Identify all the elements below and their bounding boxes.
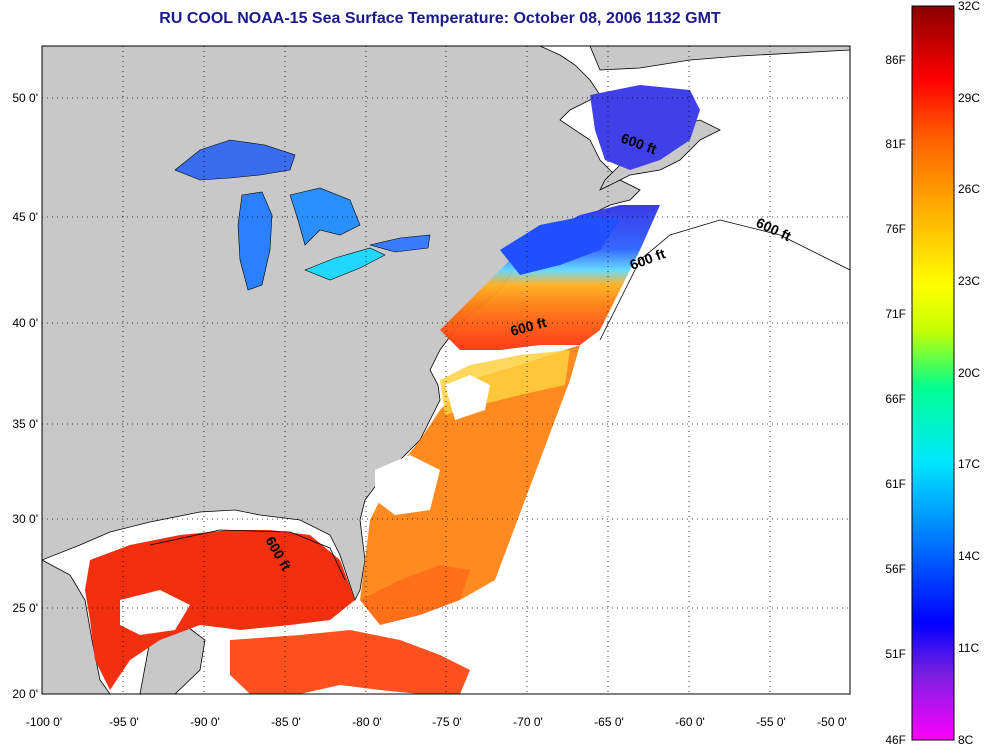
- sst-cloud-gap-2: [375, 455, 440, 515]
- map-content: [42, 46, 850, 694]
- colorbar-celsius-label: 23C: [958, 274, 980, 288]
- colorbar-celsius-label: 17C: [958, 457, 980, 471]
- lat-tick-label: 35 0': [12, 417, 38, 431]
- colorbar-fahrenheit-label: 61F: [885, 477, 906, 491]
- map-frame: [41, 45, 851, 695]
- sst-bahamas: [360, 565, 470, 625]
- map-title: RU COOL NOAA-15 Sea Surface Temperature:…: [159, 10, 721, 27]
- lon-tick-label: -80 0': [352, 715, 382, 729]
- lake-ontario: [369, 234, 431, 253]
- colorbar: 32C 29C 26C 23C 20C 17C 14C 11C 8C 86F 8…: [885, 0, 980, 747]
- lat-tick-label: 45 0': [12, 210, 38, 224]
- colorbar-fahrenheit-label: 86F: [885, 53, 906, 67]
- colorbar-fahrenheit-label: 81F: [885, 137, 906, 151]
- colorbar-celsius-label: 8C: [958, 733, 974, 747]
- lat-tick-label: 20 0': [12, 687, 38, 701]
- sst-swath-gulf-stream: [360, 345, 580, 620]
- lon-axis: -100 0' -95 0' -90 0' -85 0' -80 0' -75 …: [26, 715, 847, 729]
- colorbar-fahrenheit-label: 51F: [885, 647, 906, 661]
- sst-caribbean: [230, 630, 470, 694]
- colorbar-fahrenheit-label: 56F: [885, 562, 906, 576]
- lake-michigan: [237, 191, 273, 291]
- lon-tick-label: -95 0': [109, 715, 139, 729]
- colorbar-gradient: [911, 5, 955, 741]
- sst-cloud-gap-1: [445, 375, 490, 420]
- lon-tick-label: -50 0': [817, 715, 847, 729]
- colorbar-fahrenheit-label: 66F: [885, 392, 906, 406]
- lon-tick-label: -70 0': [513, 715, 543, 729]
- lake-erie: [304, 247, 386, 281]
- colorbar-celsius-label: 32C: [958, 0, 980, 13]
- contour-600ft: [599, 219, 850, 341]
- colorbar-fahrenheit-label: 76F: [885, 222, 906, 236]
- lake-superior: [174, 139, 296, 181]
- lon-tick-label: -100 0': [26, 715, 62, 729]
- colorbar-celsius-label: 20C: [958, 366, 980, 380]
- lon-tick-label: -90 0': [190, 715, 220, 729]
- sst-gulf-of-mexico: [85, 530, 355, 690]
- land-north-america: [42, 46, 850, 602]
- colorbar-celsius-label: 29C: [958, 91, 980, 105]
- lon-tick-label: -65 0': [594, 715, 624, 729]
- sst-gulf-cloud: [120, 590, 190, 635]
- lon-tick-label: -85 0': [271, 715, 301, 729]
- contour-600ft-gulf: [149, 529, 346, 581]
- lake-huron: [289, 187, 361, 246]
- lon-tick-label: -75 0': [432, 715, 462, 729]
- colorbar-fahrenheit-label: 71F: [885, 307, 906, 321]
- lat-tick-label: 30 0': [12, 512, 38, 526]
- lat-axis: 50 0' 45 0' 40 0' 35 0' 30 0' 25 0' 20 0…: [12, 91, 38, 701]
- colorbar-fahrenheit-label: 46F: [885, 733, 906, 747]
- sst-gulf-of-maine: [500, 215, 620, 275]
- sst-northern-shelf: [590, 85, 700, 170]
- lon-tick-label: -55 0': [756, 715, 786, 729]
- lat-tick-label: 25 0': [12, 601, 38, 615]
- lat-tick-label: 40 0': [12, 316, 38, 330]
- colorbar-celsius-label: 14C: [958, 549, 980, 563]
- lon-tick-label: -60 0': [675, 715, 705, 729]
- colorbar-celsius-label: 11C: [958, 641, 979, 655]
- colorbar-celsius-label: 26C: [958, 182, 980, 196]
- lat-tick-label: 50 0': [12, 91, 38, 105]
- graticule: [42, 46, 850, 694]
